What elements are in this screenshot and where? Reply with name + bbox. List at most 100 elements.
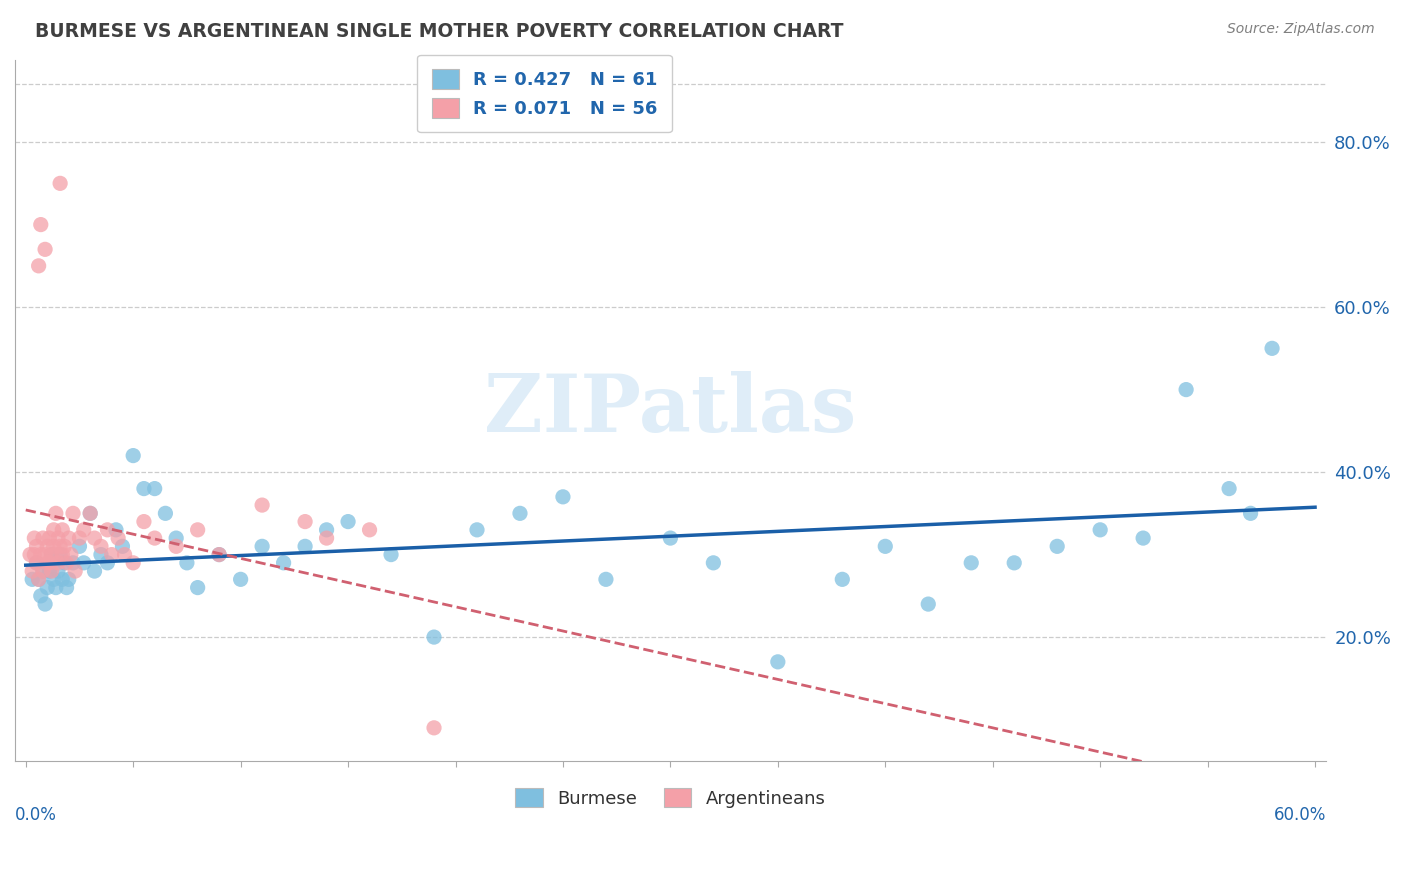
Text: Source: ZipAtlas.com: Source: ZipAtlas.com — [1227, 22, 1375, 37]
Point — [96, 523, 118, 537]
Point — [30, 548, 52, 562]
Point — [41, 564, 63, 578]
Point — [49, 177, 72, 191]
Point — [187, 523, 209, 537]
Point — [45, 506, 67, 520]
Point — [1239, 506, 1261, 520]
Point — [143, 482, 166, 496]
Point — [132, 482, 155, 496]
Point — [25, 556, 48, 570]
Point — [51, 572, 73, 586]
Point — [250, 539, 273, 553]
Point — [831, 572, 853, 586]
Point — [702, 556, 724, 570]
Point — [58, 531, 80, 545]
Point — [294, 515, 316, 529]
Point — [51, 523, 73, 537]
Point — [1002, 556, 1025, 570]
Point — [49, 548, 72, 562]
Point — [595, 572, 617, 586]
Point — [37, 581, 59, 595]
Point — [63, 564, 86, 578]
Point — [1088, 523, 1111, 537]
Point — [165, 531, 187, 545]
Point — [59, 548, 82, 562]
Point — [96, 556, 118, 570]
Point — [114, 548, 136, 562]
Point — [34, 548, 56, 562]
Point — [90, 539, 112, 553]
Point — [273, 556, 295, 570]
Point — [42, 539, 65, 553]
Point — [58, 572, 80, 586]
Point — [22, 548, 45, 562]
Point — [27, 572, 49, 586]
Point — [41, 548, 63, 562]
Point — [79, 506, 101, 520]
Point — [315, 531, 337, 545]
Point — [62, 506, 84, 520]
Point — [917, 597, 939, 611]
Point — [69, 531, 91, 545]
Point — [55, 556, 77, 570]
Point — [187, 581, 209, 595]
Point — [1046, 539, 1069, 553]
Point — [875, 539, 897, 553]
Text: BURMESE VS ARGENTINEAN SINGLE MOTHER POVERTY CORRELATION CHART: BURMESE VS ARGENTINEAN SINGLE MOTHER POV… — [35, 22, 844, 41]
Point — [208, 548, 231, 562]
Point — [315, 523, 337, 537]
Point — [359, 523, 381, 537]
Point — [55, 581, 77, 595]
Point — [38, 531, 60, 545]
Point — [337, 515, 360, 529]
Point — [105, 523, 128, 537]
Point — [659, 531, 682, 545]
Point — [49, 539, 72, 553]
Point — [380, 548, 402, 562]
Point — [79, 506, 101, 520]
Point — [25, 539, 48, 553]
Point — [111, 539, 134, 553]
Point — [32, 564, 55, 578]
Point — [766, 655, 789, 669]
Point — [32, 531, 55, 545]
Point — [22, 531, 45, 545]
Point — [53, 556, 76, 570]
Point — [38, 564, 60, 578]
Point — [1218, 482, 1240, 496]
Point — [18, 548, 41, 562]
Point — [229, 572, 252, 586]
Point — [69, 539, 91, 553]
Point — [27, 259, 49, 273]
Point — [62, 556, 84, 570]
Point — [42, 572, 65, 586]
Point — [176, 556, 198, 570]
Point — [46, 564, 69, 578]
Point — [25, 556, 48, 570]
Point — [1261, 342, 1284, 356]
Point — [208, 548, 231, 562]
Point — [509, 506, 531, 520]
Point — [30, 218, 52, 232]
Point — [34, 243, 56, 257]
Point — [465, 523, 488, 537]
Legend: Burmese, Argentineans: Burmese, Argentineans — [508, 780, 832, 815]
Text: 0.0%: 0.0% — [15, 806, 56, 824]
Point — [107, 531, 129, 545]
Point — [53, 539, 76, 553]
Point — [32, 564, 55, 578]
Point — [100, 548, 122, 562]
Point — [83, 531, 105, 545]
Point — [41, 548, 63, 562]
Point — [423, 630, 446, 644]
Point — [122, 556, 145, 570]
Point — [51, 548, 73, 562]
Point — [45, 548, 67, 562]
Text: ZIPatlas: ZIPatlas — [484, 371, 856, 450]
Point — [21, 564, 44, 578]
Point — [132, 515, 155, 529]
Point — [46, 556, 69, 570]
Point — [294, 539, 316, 553]
Point — [38, 556, 60, 570]
Point — [250, 498, 273, 512]
